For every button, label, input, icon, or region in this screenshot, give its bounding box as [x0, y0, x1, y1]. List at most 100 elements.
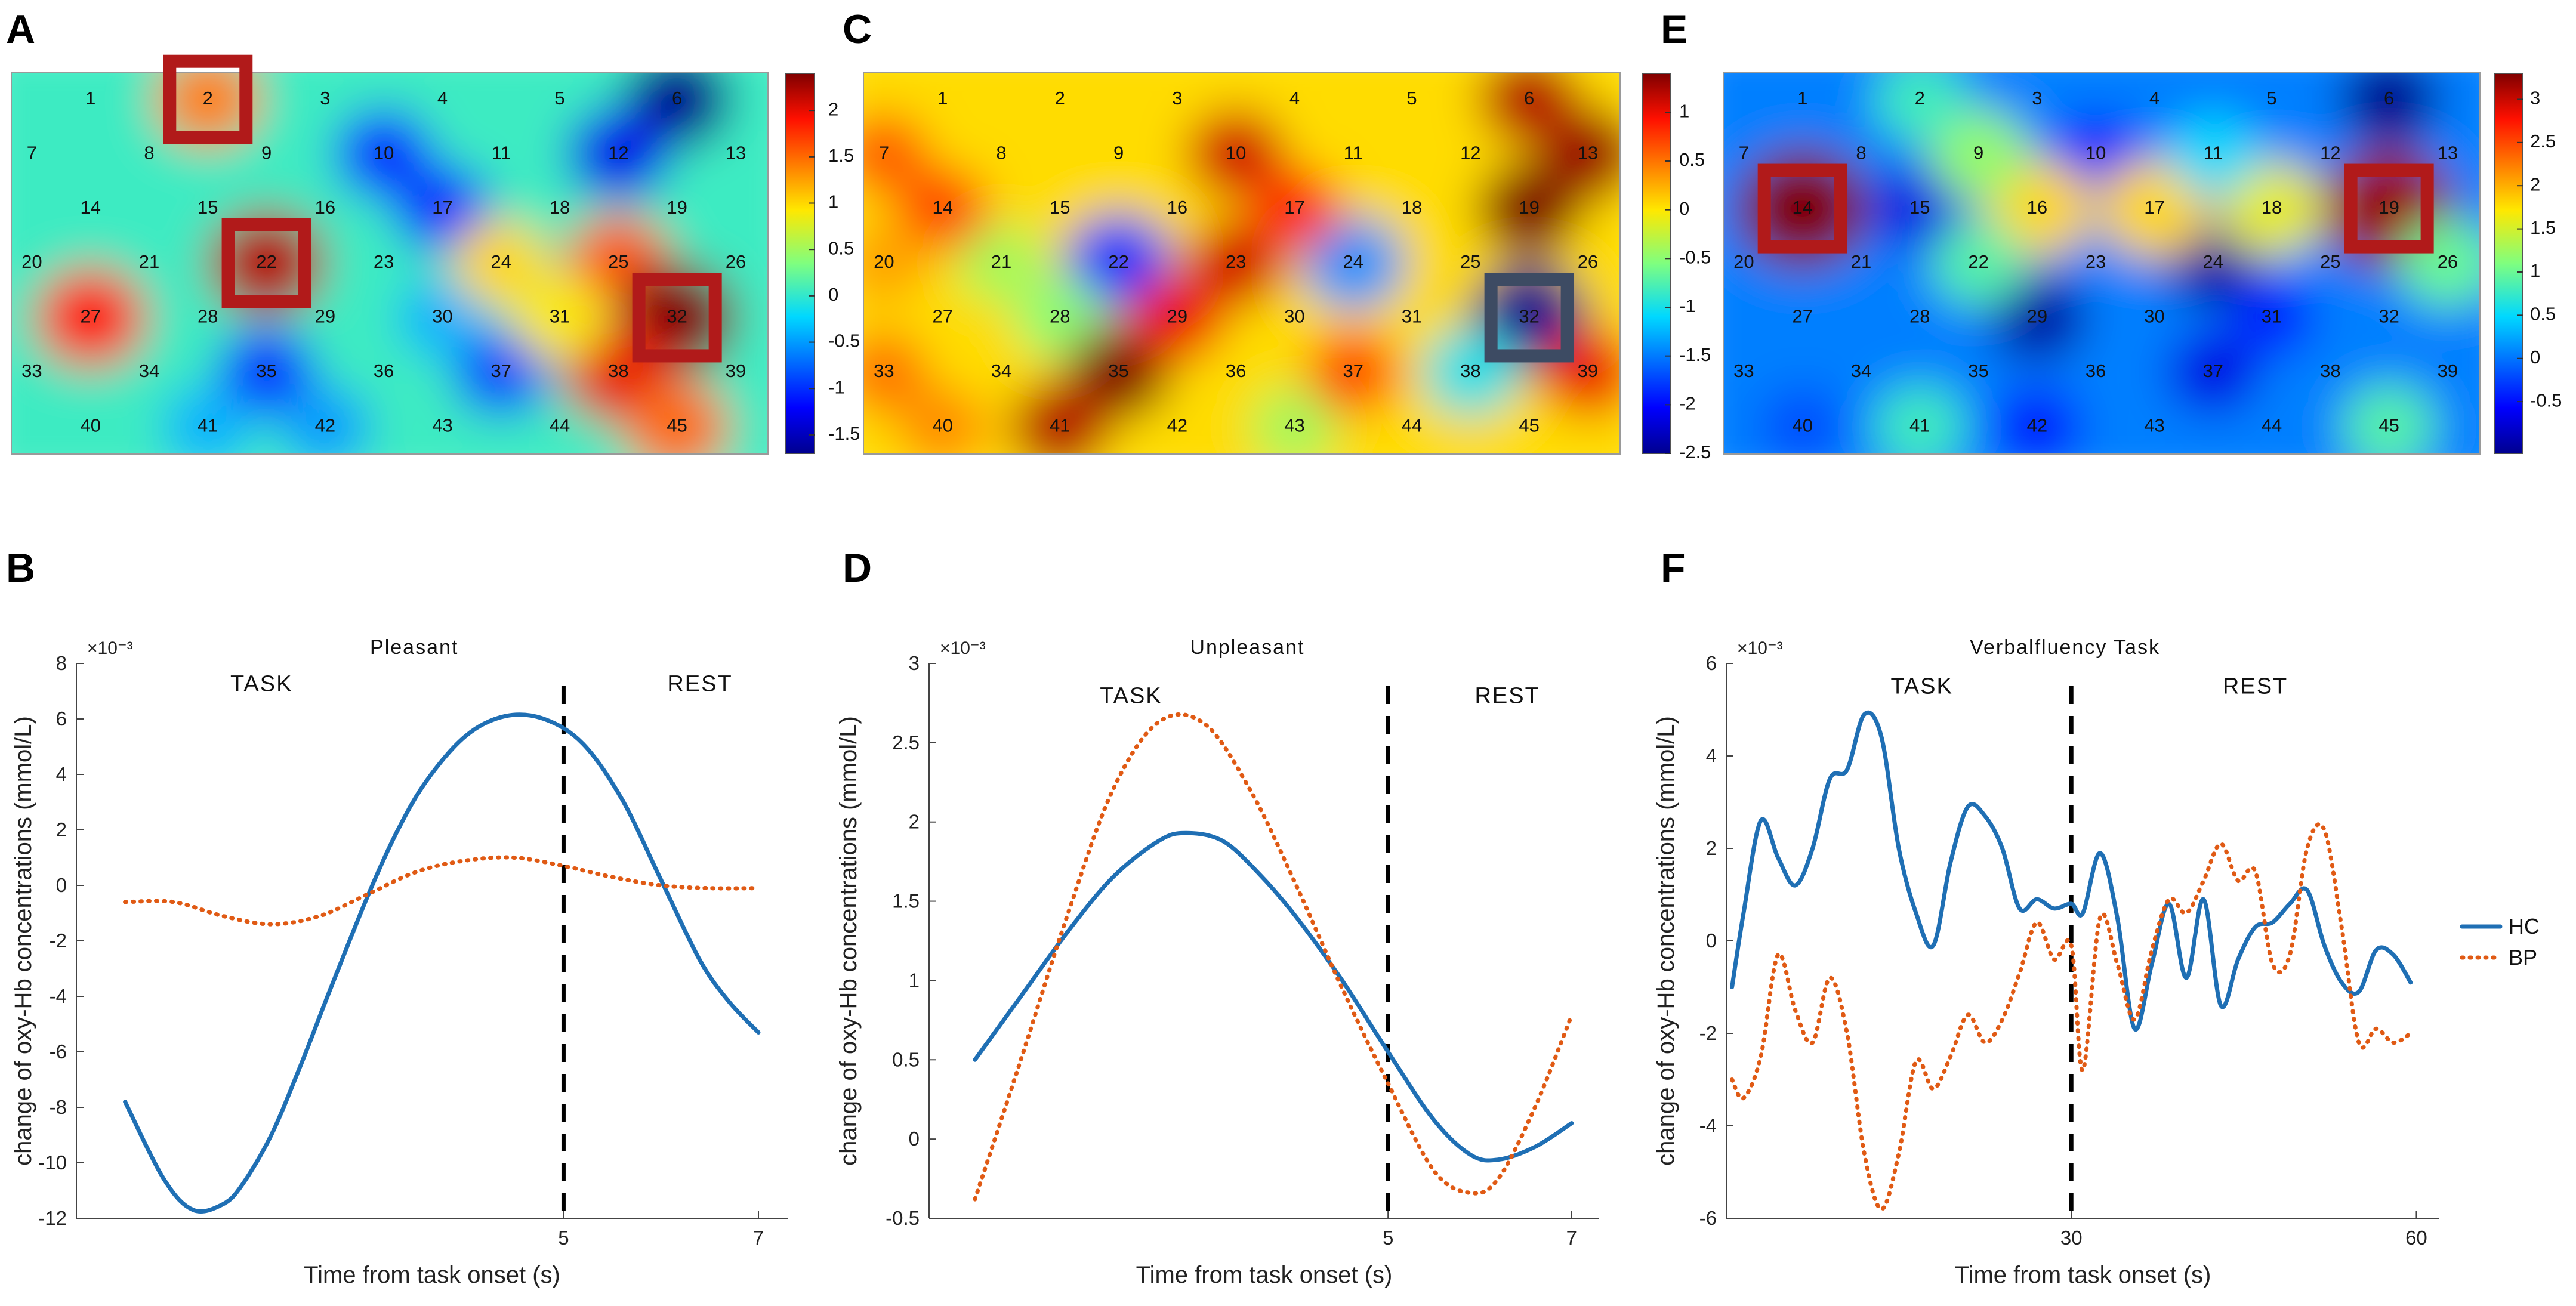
channel-label-c-33: 33: [874, 360, 894, 381]
chart-f-y-tick-label: 6: [1706, 652, 1717, 674]
channel-label-a-17: 17: [432, 197, 452, 218]
channel-label-c-25: 25: [1460, 251, 1480, 272]
chart-f-y-tick-label: 0: [1706, 930, 1717, 952]
chart-f-series-bp: [1730, 822, 2413, 1211]
chart-b-y-tick-label: -2: [50, 930, 67, 952]
colorbar-tick-label-e: 0.5: [2530, 304, 2556, 325]
channel-label-e-13: 13: [2438, 142, 2458, 163]
channel-label-c-23: 23: [1226, 251, 1246, 272]
heatmap-e-blob-17: [2099, 158, 2210, 259]
chart-d-task-label: TASK: [1100, 683, 1162, 708]
channel-label-e-29: 29: [2027, 306, 2047, 327]
channel-label-a-39: 39: [726, 360, 746, 381]
channel-label-c-17: 17: [1284, 197, 1304, 218]
channel-label-a-43: 43: [432, 415, 452, 436]
heatmap-a-blob-12: [567, 107, 670, 200]
channel-label-e-14: 14: [1792, 197, 1812, 218]
legend-label-bp: BP: [2509, 945, 2537, 970]
heatmap-c-field: [863, 72, 1620, 454]
line-chart-d: 3 2.5 2 1.5 1 0.5 0 -0.5 5 7 ×10⁻³ Unpleasant TASK RE…: [835, 636, 1599, 1288]
chart-d-exponent: ×10⁻³: [940, 638, 986, 658]
colorbar-tick-label-e: 2.5: [2530, 131, 2556, 152]
heatmap-a-highlights: [163, 54, 722, 363]
channel-label-e-2: 2: [1915, 88, 1925, 109]
channel-label-e-41: 41: [1909, 415, 1930, 436]
chart-d-series-bp: [973, 712, 1574, 1202]
chart-b-task-label: TASK: [230, 672, 292, 697]
colorbar-tick-label-a: 2: [828, 98, 838, 119]
colorbar-tick-label-a: 0: [828, 284, 838, 305]
channel-label-e-39: 39: [2438, 360, 2458, 381]
panel-letter-f: F: [1661, 545, 1686, 591]
channel-label-c-21: 21: [991, 251, 1011, 272]
channel-label-a-7: 7: [27, 142, 37, 163]
chart-d-y-tick-label: 2.5: [892, 731, 920, 754]
channel-label-c-8: 8: [996, 142, 1006, 163]
colorbar-a: 2 1.5 1 0.5 0 -0.5 -1 -1.5: [785, 73, 860, 454]
channel-label-e-28: 28: [1909, 306, 1930, 327]
heatmap-e-blob-29: [1988, 273, 2086, 362]
heatmap-c-blob-10: [1186, 109, 1285, 199]
chart-f-title: Verbalfluency Task: [1970, 636, 2160, 659]
channel-label-a-35: 35: [256, 360, 276, 381]
channel-label-e-44: 44: [2262, 415, 2282, 436]
channel-label-e-11: 11: [2204, 142, 2223, 163]
colorbar-tick-label-e: -0.5: [2530, 390, 2562, 410]
line-chart-f: 6 4 2 0 -2 -4 -6 30 60 ×10⁻³ Verbalfluency Task TAS…: [1653, 636, 2540, 1288]
heatmap-a-frame: [11, 72, 769, 455]
colorbar-tick-label-a: 1.5: [828, 145, 854, 166]
colorbar-tick-label-c: -2.5: [1679, 441, 1711, 462]
channel-label-c-3: 3: [1172, 88, 1182, 109]
channel-label-a-1: 1: [85, 88, 95, 109]
channel-label-c-44: 44: [1402, 415, 1422, 436]
channel-label-e-9: 9: [1973, 142, 1983, 163]
channel-label-e-7: 7: [1739, 142, 1749, 163]
heatmap-c-blob-21: [957, 223, 1045, 303]
channel-label-a-28: 28: [198, 306, 218, 327]
channel-label-e-21: 21: [1851, 251, 1871, 272]
colorbar-tick-label-c: 0: [1679, 198, 1689, 219]
heatmap-c-blob-28: [1015, 277, 1105, 359]
chart-b-x-tick-label: 5: [558, 1227, 569, 1249]
channel-label-c-15: 15: [1050, 197, 1070, 218]
chart-b-y-tick-label: -4: [50, 985, 67, 1007]
chart-d-y-tick-label: 3: [909, 652, 920, 674]
channel-label-a-38: 38: [608, 360, 628, 381]
colorbar-tick-label-e: 3: [2530, 88, 2540, 109]
channel-label-a-3: 3: [320, 88, 330, 109]
chart-f-series-hc: [1730, 710, 2413, 1032]
channel-label-a-12: 12: [608, 142, 628, 163]
chart-b-series-bp: [123, 855, 761, 927]
chart-b-title: Pleasant: [370, 636, 458, 659]
channel-label-c-36: 36: [1226, 360, 1246, 381]
chart-b-y-tick-label: 6: [56, 708, 67, 730]
channel-label-c-42: 42: [1167, 415, 1187, 436]
channel-label-a-37: 37: [491, 360, 511, 381]
channel-label-e-19: 19: [2378, 197, 2399, 218]
channel-label-e-15: 15: [1909, 197, 1930, 218]
channel-label-e-22: 22: [1968, 251, 1988, 272]
channel-label-a-19: 19: [667, 197, 687, 218]
heatmap-e-blob-37: [2167, 330, 2260, 415]
heatmap-e-blob-9: [1928, 108, 2029, 200]
channel-label-e-38: 38: [2320, 360, 2340, 381]
highlight-box-channel-2: [163, 54, 253, 144]
colorbar-tick-label-a: -0.5: [828, 331, 860, 351]
colorbar-tick-label-c: 0.5: [1679, 149, 1705, 170]
heatmap-a-blob-27: [35, 267, 146, 369]
heatmap-a-blob-45: [624, 379, 730, 454]
channel-label-c-38: 38: [1460, 360, 1480, 381]
channel-label-e-36: 36: [2086, 360, 2106, 381]
chart-d-title: Unpleasant: [1190, 636, 1304, 659]
chart-f-y-tick-label: -4: [1699, 1114, 1717, 1137]
channel-label-a-13: 13: [726, 142, 746, 163]
heatmap-c-blob-14: [896, 166, 989, 251]
channel-label-e-3: 3: [2032, 88, 2042, 109]
channel-label-e-32: 32: [2378, 306, 2399, 327]
heatmap-e-blob-41: [1872, 384, 1967, 454]
channel-label-c-41: 41: [1050, 415, 1070, 436]
channel-label-a-26: 26: [726, 251, 746, 272]
line-chart-b: 8 6 4 2 0 -2 -4 -6 -8 -10 -12 5 7 ×10⁻³ Pleasant TASK RE…: [10, 636, 788, 1288]
heatmap-c-blob-29: [1128, 273, 1226, 362]
